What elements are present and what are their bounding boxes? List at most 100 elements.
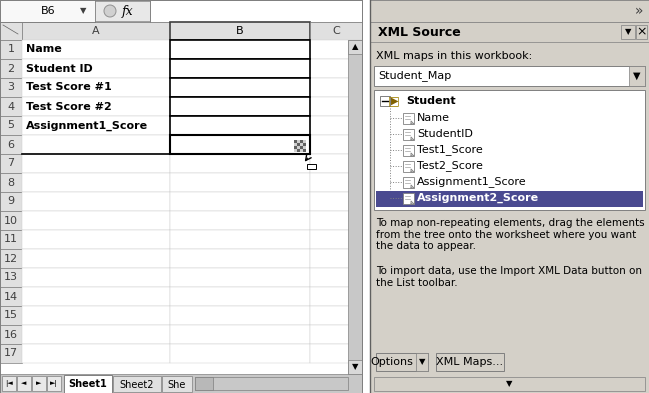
Bar [374, 90, 645, 210]
Bar [310, 97, 362, 116]
Bar [64, 375, 112, 393]
Bar [22, 40, 170, 59]
Bar [303, 149, 306, 152]
Bar [113, 376, 161, 392]
Bar [403, 113, 414, 124]
Bar [0, 0, 95, 22]
Bar [170, 268, 310, 287]
Bar [170, 344, 310, 363]
Text: 8: 8 [7, 178, 14, 187]
Bar [0, 135, 22, 154]
Text: ►: ► [36, 380, 42, 386]
Bar [310, 135, 362, 154]
Bar [47, 376, 61, 391]
Bar [310, 230, 362, 249]
Bar [170, 211, 310, 230]
Text: Test Score #1: Test Score #1 [26, 83, 112, 92]
Bar [636, 25, 647, 39]
Bar [310, 154, 362, 173]
Bar [170, 78, 310, 97]
Bar [0, 40, 22, 59]
Bar [310, 325, 362, 344]
Text: |◄: |◄ [5, 380, 13, 387]
Text: ▼: ▼ [352, 362, 358, 371]
Bar [22, 154, 170, 173]
Text: ◄: ◄ [21, 380, 27, 386]
Bar [380, 96, 390, 106]
Bar [22, 97, 170, 116]
Text: »: » [635, 4, 643, 18]
Text: 3: 3 [8, 83, 14, 92]
Text: C: C [332, 26, 340, 36]
Text: Student: Student [406, 96, 456, 106]
Bar [310, 211, 362, 230]
Text: 12: 12 [4, 253, 18, 263]
Bar [310, 22, 362, 40]
Bar [310, 78, 362, 97]
Text: 9: 9 [7, 196, 14, 206]
Text: ×: × [637, 26, 647, 39]
Bar [370, 0, 649, 22]
Bar [170, 40, 310, 59]
Text: She: She [168, 380, 186, 389]
Bar [195, 377, 348, 390]
Text: ►|: ►| [50, 380, 58, 387]
Text: 7: 7 [7, 158, 14, 169]
Text: fx: fx [122, 4, 134, 18]
Bar [310, 287, 362, 306]
Bar [310, 116, 362, 135]
Bar [170, 325, 310, 344]
Bar [374, 66, 645, 86]
Bar [170, 97, 310, 116]
Bar [170, 173, 310, 192]
Bar [300, 140, 303, 143]
Bar [310, 306, 362, 325]
Text: Assignment2_Score: Assignment2_Score [417, 193, 539, 203]
Bar [22, 230, 170, 249]
Text: Assignment1_Score: Assignment1_Score [417, 176, 526, 187]
Bar [0, 154, 22, 173]
Bar [162, 376, 192, 392]
Text: Sheet1: Sheet1 [69, 379, 107, 389]
Bar [416, 353, 428, 371]
Bar [0, 211, 22, 230]
Text: 14: 14 [4, 292, 18, 301]
Bar [0, 0, 362, 22]
Bar [300, 149, 303, 152]
Text: 1: 1 [8, 44, 14, 55]
Text: □: □ [388, 94, 400, 108]
Bar [22, 268, 170, 287]
Bar [0, 268, 22, 287]
Bar [303, 146, 306, 149]
Bar [294, 149, 297, 152]
Bar [170, 59, 310, 78]
Bar [294, 143, 297, 146]
Text: B6: B6 [41, 6, 55, 16]
Text: Student_Map: Student_Map [378, 71, 451, 81]
Bar [370, 0, 649, 393]
Text: B: B [236, 26, 244, 36]
Bar [22, 249, 170, 268]
Bar [0, 287, 22, 306]
Bar [297, 149, 300, 152]
Bar [300, 143, 303, 146]
Bar [22, 116, 170, 135]
Bar [629, 66, 645, 86]
Bar [310, 59, 362, 78]
Bar [0, 97, 22, 116]
Text: XML Source: XML Source [378, 26, 461, 39]
Bar [348, 360, 362, 374]
Bar [0, 78, 22, 97]
Text: Name: Name [26, 44, 62, 55]
Text: Test Score #2: Test Score #2 [26, 101, 112, 112]
Bar [297, 143, 300, 146]
Text: ▶: ▶ [391, 96, 398, 106]
Bar [22, 325, 170, 344]
Text: 2: 2 [7, 64, 14, 73]
Text: 4: 4 [7, 101, 14, 112]
Bar [22, 192, 170, 211]
Bar [0, 344, 22, 363]
Text: ▼: ▼ [625, 28, 631, 37]
Text: XML maps in this workbook:: XML maps in this workbook: [376, 51, 532, 61]
Bar [170, 230, 310, 249]
